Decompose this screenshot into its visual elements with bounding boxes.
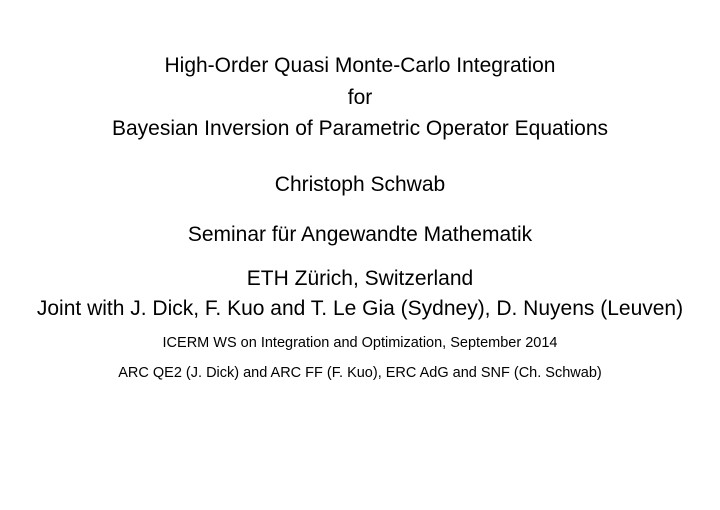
affiliation-institution: ETH Zürich, Switzerland xyxy=(30,267,690,291)
funding-line: ARC QE2 (J. Dick) and ARC FF (F. Kuo), E… xyxy=(30,365,690,381)
title-block: High-Order Quasi Monte-Carlo Integration… xyxy=(30,50,690,145)
title-line-2: for xyxy=(30,82,690,114)
title-line-3: Bayesian Inversion of Parametric Operato… xyxy=(30,113,690,145)
venue-line: ICERM WS on Integration and Optimization… xyxy=(30,335,690,351)
title-line-1: High-Order Quasi Monte-Carlo Integration xyxy=(30,50,690,82)
affiliation-department: Seminar für Angewandte Mathematik xyxy=(30,223,690,247)
joint-authors: Joint with J. Dick, F. Kuo and T. Le Gia… xyxy=(30,297,690,321)
author-name: Christoph Schwab xyxy=(30,173,690,197)
title-slide: High-Order Quasi Monte-Carlo Integration… xyxy=(0,0,720,510)
